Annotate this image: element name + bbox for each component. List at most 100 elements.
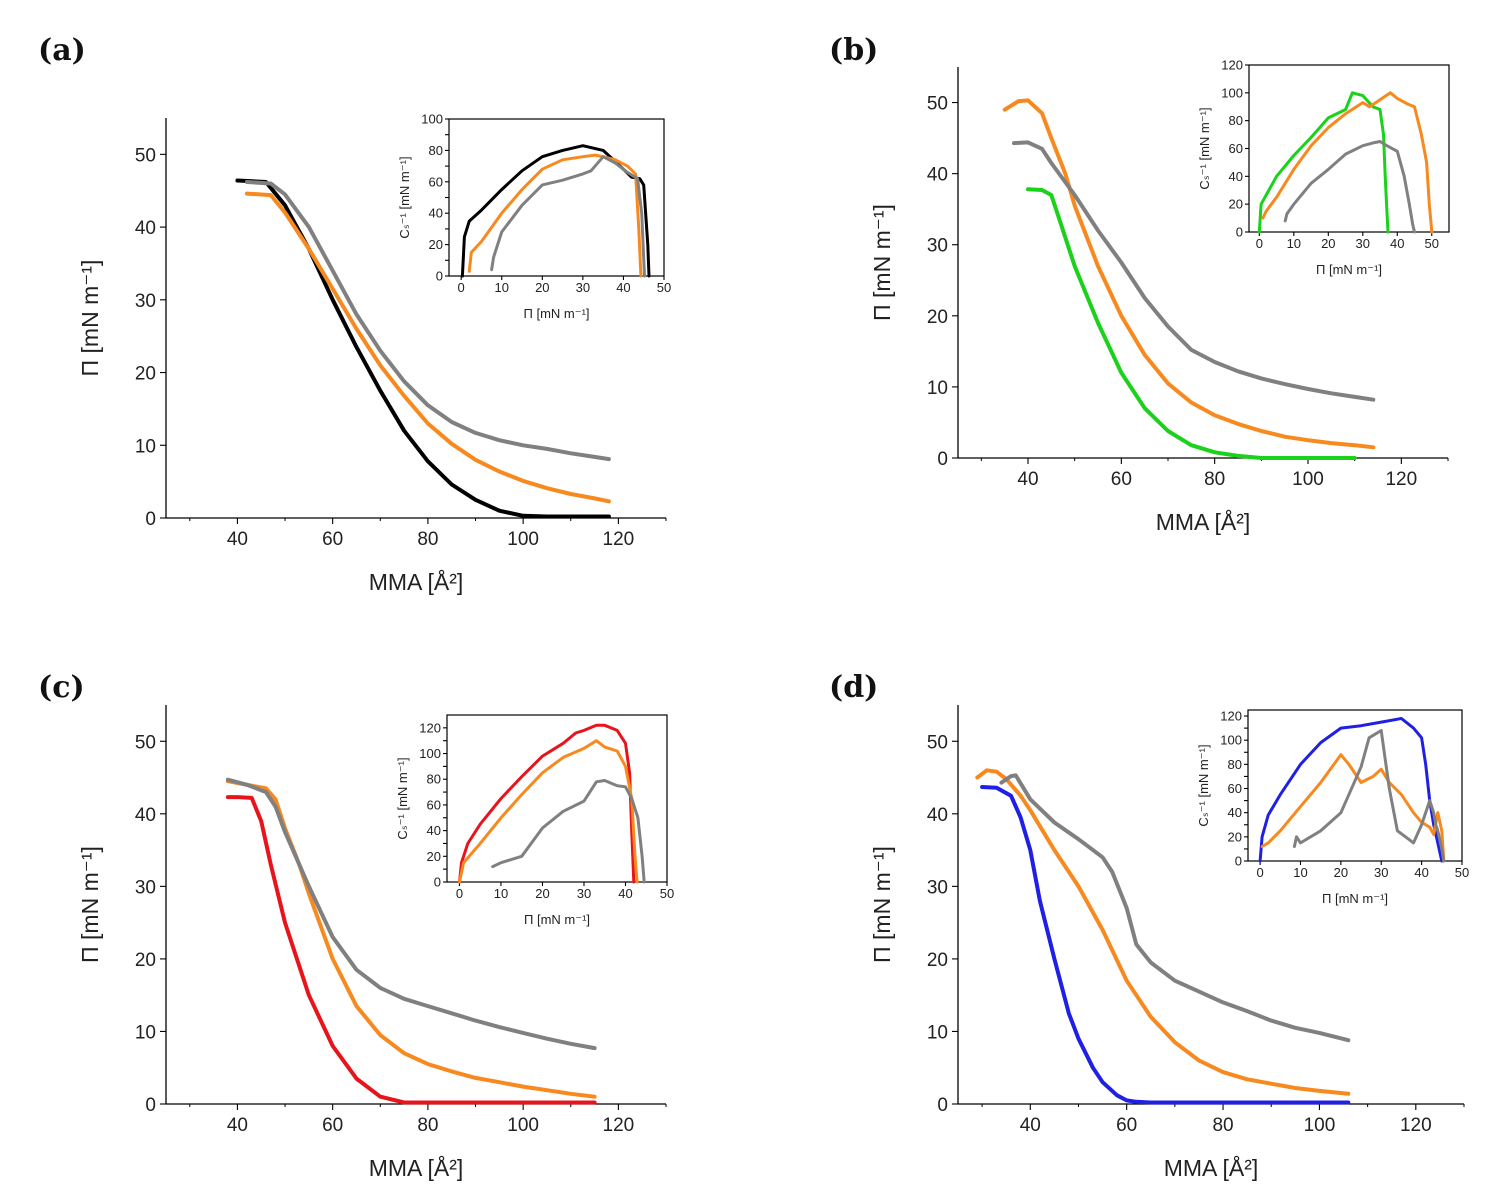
y-tick-label: 60 <box>427 797 441 812</box>
y-tick-label: 20 <box>427 849 441 864</box>
x-tick-label: 30 <box>1356 236 1370 251</box>
series-line-gray <box>999 773 1351 1043</box>
d-main-chart: 40 60 80 100 120 0 10 20 30 40 50 MMA [Å²] Π [mN m⁻¹… <box>869 705 1465 1181</box>
x-tick-label: 120 <box>1385 469 1417 490</box>
series-line-black <box>460 144 651 278</box>
x-tick-label: 40 <box>1017 469 1038 490</box>
x-axis-title: MMA [Å²] <box>369 568 464 595</box>
y-tick-label: 50 <box>135 732 156 753</box>
series-line-orange <box>1260 753 1446 863</box>
x-axis-title: MMA [Å²] <box>1156 508 1251 535</box>
y-tick-label: 40 <box>1229 169 1243 184</box>
series-line-blue <box>980 785 1351 1105</box>
y-tick-label: 20 <box>429 237 443 252</box>
y-tick-label: 120 <box>1221 58 1243 73</box>
x-tick-label: 20 <box>1334 865 1348 880</box>
y-tick-label: 30 <box>927 236 948 257</box>
y-axis-title: Π [mN m⁻¹] <box>77 846 103 963</box>
y-tick-label: 50 <box>927 732 948 753</box>
y-tick-label: 100 <box>1220 733 1242 748</box>
series-line-gray <box>1283 140 1416 234</box>
y-tick-label: 10 <box>135 1022 156 1043</box>
x-tick-label: 50 <box>660 886 674 901</box>
a-inset-chart: 010203040500102030405060708090100Π [mN m… <box>397 112 671 322</box>
y-tick-label: 0 <box>937 449 948 470</box>
y-tick-label: 10 <box>135 436 156 457</box>
y-axis-title: Cₛ⁻¹ [mN m⁻¹] <box>395 757 410 839</box>
chart-c-inset: 010203040500102030405060708090100110120Π… <box>395 714 674 927</box>
y-tick-label: 100 <box>421 112 443 127</box>
chart-d-inset: 010203040500102030405060708090100110120Π… <box>1196 709 1469 906</box>
y-tick-label: 10 <box>927 378 948 399</box>
x-tick-label: 40 <box>616 280 630 295</box>
y-tick-label: 80 <box>429 143 443 158</box>
y-tick-label: 80 <box>1228 757 1242 772</box>
x-tick-label: 120 <box>603 1115 635 1136</box>
series-line-gray <box>490 155 646 278</box>
x-tick-label: 40 <box>1390 236 1404 251</box>
series-line-gray <box>1012 140 1376 402</box>
series-line-gray <box>245 180 611 462</box>
series-line-orange <box>1261 91 1434 234</box>
series-line-orange <box>225 779 597 1099</box>
x-tick-label: 40 <box>1020 1115 1041 1136</box>
x-tick-label: 60 <box>1116 1115 1137 1136</box>
y-tick-label: 0 <box>937 1095 948 1116</box>
x-tick-label: 50 <box>1455 865 1469 880</box>
y-tick-label: 20 <box>1228 829 1242 844</box>
y-axis-title: Π [mN m⁻¹] <box>869 204 895 321</box>
y-tick-label: 100 <box>419 746 441 761</box>
x-tick-label: 40 <box>227 529 248 550</box>
x-tick-label: 100 <box>1292 469 1324 490</box>
y-tick-label: 0 <box>145 509 156 530</box>
x-axis-title: Π [mN m⁻¹] <box>523 306 589 321</box>
x-axis-title: MMA [Å²] <box>1164 1154 1259 1181</box>
y-tick-label: 0 <box>1236 225 1243 240</box>
y-tick-label: 80 <box>1229 113 1243 128</box>
y-tick-label: 20 <box>135 950 156 971</box>
y-tick-label: 50 <box>927 94 948 115</box>
x-axis-title: Π [mN m⁻¹] <box>1316 262 1382 277</box>
series-line-green <box>1026 187 1357 460</box>
x-tick-label: 20 <box>535 886 549 901</box>
x-tick-label: 80 <box>417 1115 438 1136</box>
x-tick-label: 0 <box>456 886 463 901</box>
y-tick-label: 40 <box>427 823 441 838</box>
x-tick-label: 10 <box>494 886 508 901</box>
x-tick-label: 30 <box>1374 865 1388 880</box>
y-tick-label: 40 <box>1228 805 1242 820</box>
series-line-red <box>225 795 597 1105</box>
y-tick-label: 20 <box>1229 197 1243 212</box>
panel-label-d: (d) <box>829 670 879 705</box>
y-tick-label: 0 <box>436 269 443 284</box>
series-line-orange <box>1002 98 1376 450</box>
series-line-gray <box>491 779 646 884</box>
x-tick-label: 80 <box>1204 469 1225 490</box>
y-axis-title: Cₛ⁻¹ [mN m⁻¹] <box>397 156 412 238</box>
series-line-orange <box>458 739 639 884</box>
y-axis-title: Π [mN m⁻¹] <box>869 846 895 963</box>
y-axis-title: Cₛ⁻¹ [mN m⁻¹] <box>1197 107 1212 189</box>
x-tick-label: 80 <box>1212 1115 1233 1136</box>
y-tick-label: 40 <box>135 218 156 239</box>
x-tick-label: 120 <box>1400 1115 1432 1136</box>
x-tick-label: 50 <box>657 280 671 295</box>
x-tick-label: 80 <box>417 529 438 550</box>
x-tick-label: 30 <box>577 886 591 901</box>
y-tick-label: 40 <box>927 805 948 826</box>
series-line-green <box>1257 91 1390 234</box>
panel-label-b: (b) <box>829 33 879 68</box>
b-inset-chart: 0 10 20 30 40 50 0 20 40 60 80 100 120 Π [mN m⁻¹] Cₛ⁻¹… <box>1197 58 1450 277</box>
x-axis-title: Π [mN m⁻¹] <box>1322 891 1388 906</box>
x-tick-label: 0 <box>1256 865 1263 880</box>
inset-frame <box>448 118 665 277</box>
y-tick-label: 50 <box>135 145 156 166</box>
y-tick-label: 10 <box>927 1022 948 1043</box>
inset-frame <box>1247 709 1463 862</box>
x-tick-label: 40 <box>1414 865 1428 880</box>
y-tick-label: 20 <box>135 364 156 385</box>
x-tick-label: 0 <box>1256 236 1263 251</box>
